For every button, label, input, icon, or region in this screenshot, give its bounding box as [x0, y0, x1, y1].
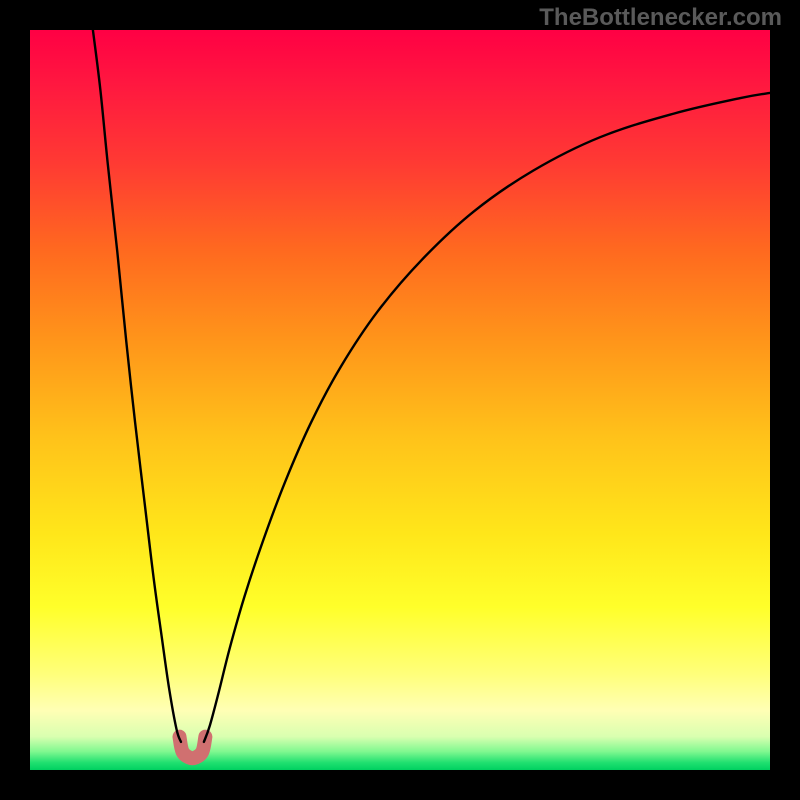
- plot-area: [30, 30, 770, 770]
- watermark-text: TheBottlenecker.com: [539, 4, 782, 32]
- chart-container: TheBottlenecker.com: [0, 0, 800, 800]
- gradient-background: [30, 30, 770, 770]
